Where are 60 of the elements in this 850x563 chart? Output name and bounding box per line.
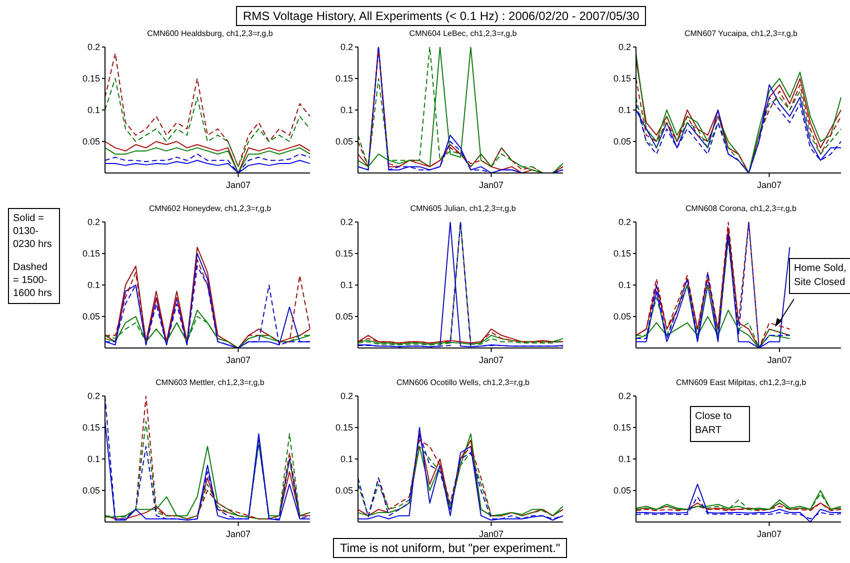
y-tick-label: 0.15 bbox=[613, 422, 631, 433]
y-tick-label: 0.2 bbox=[618, 42, 631, 52]
y-tick-label: 0.05 bbox=[335, 312, 353, 322]
y-tick-label: 0.05 bbox=[335, 136, 353, 147]
x-tick-label: Jan07 bbox=[226, 355, 251, 365]
y-tick-label: 0.15 bbox=[335, 248, 353, 259]
y-tick-label: 0.05 bbox=[82, 136, 100, 147]
x-tick-label: Jan07 bbox=[226, 529, 251, 539]
y-tick-label: 0.2 bbox=[87, 391, 100, 402]
y-tick-label: 0.15 bbox=[335, 422, 353, 433]
y-tick-label: 0.1 bbox=[87, 280, 100, 290]
chart-title: CMN604 LeBec, ch1,2,3=r,g,b bbox=[408, 29, 518, 40]
y-tick-label: 0.1 bbox=[618, 454, 631, 464]
text: Solid = 0130-0230 hrs bbox=[13, 212, 53, 251]
y-tick-label: 0.15 bbox=[613, 248, 631, 259]
text: RMS Voltage History, All Experiments (< 0.1 Hz) : 2006/02/20 - 2007/05/30 bbox=[236, 6, 646, 26]
y-tick-label: 0.1 bbox=[340, 105, 353, 116]
y-tick-label: 0.05 bbox=[335, 486, 353, 496]
y-tick-label: 0.05 bbox=[613, 486, 631, 496]
y-tick-label: 0.1 bbox=[618, 105, 631, 116]
chart-title: CMN607 Yucaipa, ch1,2,3=r,g,b bbox=[683, 29, 799, 40]
chart-title: CMN600 Healdsburg, ch1,2,3=r,g,b bbox=[146, 29, 274, 40]
text: Time is not uniform, but "per experiment." bbox=[333, 538, 568, 558]
y-tick-label: 0.15 bbox=[82, 248, 100, 259]
y-tick-label: 0.15 bbox=[82, 74, 100, 84]
annotation: Home Sold, Site Closed bbox=[789, 258, 850, 294]
y-tick-label: 0.15 bbox=[613, 74, 631, 84]
y-tick-label: 0.05 bbox=[82, 312, 100, 322]
y-tick-label: 0.1 bbox=[340, 280, 353, 290]
y-tick-label: 0.2 bbox=[618, 217, 631, 228]
y-tick-label: 0.1 bbox=[87, 105, 100, 116]
y-tick-label: 0.2 bbox=[340, 217, 353, 228]
chart-title: CMN605 Julian, ch1,2,3=r,g,b bbox=[409, 204, 517, 215]
y-tick-label: 0.05 bbox=[613, 312, 631, 322]
y-tick-label: 0.15 bbox=[335, 74, 353, 84]
x-tick-label: Jan07 bbox=[226, 180, 251, 190]
y-tick-label: 0.1 bbox=[87, 454, 100, 464]
chart-title: CMN606 Ocotillo Wells, ch1,2,3=r,g,b bbox=[395, 378, 531, 389]
y-tick-label: 0.2 bbox=[340, 391, 353, 402]
annotation: Close to BART bbox=[690, 406, 750, 442]
chart-title: CMN608 Corona, ch1,2,3=r,g,b bbox=[684, 204, 798, 215]
y-tick-label: 0.2 bbox=[87, 42, 100, 52]
y-tick-label: 0.05 bbox=[82, 486, 100, 496]
text: Dashed = 1500-1600 hrs bbox=[13, 261, 53, 300]
chart-title: CMN609 East Milpitas, ch1,2,3=r,g,b bbox=[674, 378, 808, 389]
y-tick-label: 0.2 bbox=[340, 42, 353, 52]
chart-title: CMN603 Mettler, ch1,2,3=r,g,b bbox=[154, 378, 266, 389]
x-tick-label: Jan07 bbox=[756, 180, 782, 190]
y-tick-label: 0.1 bbox=[618, 280, 631, 290]
x-tick-label: Jan07 bbox=[756, 529, 782, 539]
y-tick-label: 0.1 bbox=[340, 454, 353, 464]
x-tick-label: Jan07 bbox=[478, 180, 504, 190]
y-tick-label: 0.2 bbox=[618, 391, 631, 402]
y-tick-label: 0.05 bbox=[613, 136, 631, 147]
y-tick-label: 0.2 bbox=[87, 217, 100, 228]
chart-title: CMN602 Honeydew, ch1,2,3=r,g,b bbox=[148, 204, 272, 215]
x-tick-label: Jan07 bbox=[478, 529, 504, 539]
x-tick-label: Jan07 bbox=[767, 355, 792, 365]
x-tick-label: Jan07 bbox=[478, 355, 504, 365]
y-tick-label: 0.15 bbox=[82, 422, 100, 433]
